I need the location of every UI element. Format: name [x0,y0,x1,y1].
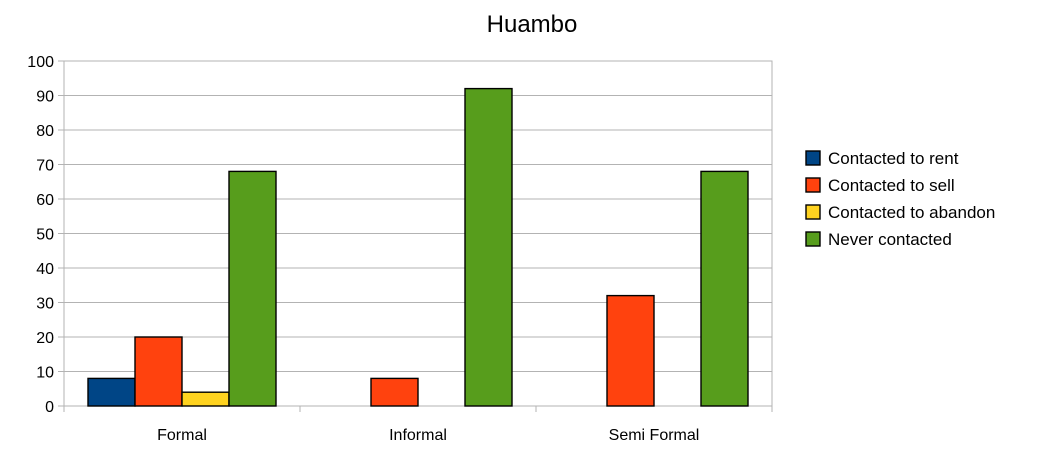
legend-label: Contacted to abandon [828,203,995,222]
x-tick-label: Informal [389,427,447,444]
bar-never-contacted-informal [464,87,513,407]
x-tick-label: Semi Formal [609,427,700,444]
legend-swatch [805,204,821,220]
bar-contacted-to-sell-semi-formal [606,294,655,407]
bar-never-contacted-semi-formal [700,170,749,407]
legend-swatch [805,231,821,247]
legend-label: Never contacted [828,230,952,249]
bar-contacted-to-rent-formal [87,377,136,407]
bars [87,87,749,407]
bar-contacted-to-sell-formal [134,336,183,407]
y-tick-label: 10 [36,365,54,382]
y-tick-label: 50 [36,227,54,244]
legend-swatch [805,150,821,166]
bar-contacted-to-sell-informal [370,377,419,407]
chart-title: Huambo [487,11,578,38]
y-tick-label: 80 [36,123,54,140]
legend-label: Contacted to rent [828,149,959,168]
x-tick-label: Formal [157,427,207,444]
legend: Contacted to rent Contacted to sell Contac… [805,149,995,249]
y-tick-label: 100 [27,54,54,71]
y-tick-label: 40 [36,261,54,278]
legend-swatch [805,177,821,193]
bar-contacted-to-abandon-formal [181,391,230,407]
y-tick-label: 30 [36,296,54,313]
y-tick-label: 90 [36,89,54,106]
axes: 0 10 20 30 40 50 60 70 80 90 100 Formal Informal Semi… [27,54,773,444]
y-tick-label: 60 [36,192,54,209]
legend-label: Contacted to sell [828,176,955,195]
y-tick-label: 70 [36,158,54,175]
y-tick-label: 0 [45,399,54,416]
bar-never-contacted-formal [228,170,277,407]
y-tick-label: 20 [36,330,54,347]
